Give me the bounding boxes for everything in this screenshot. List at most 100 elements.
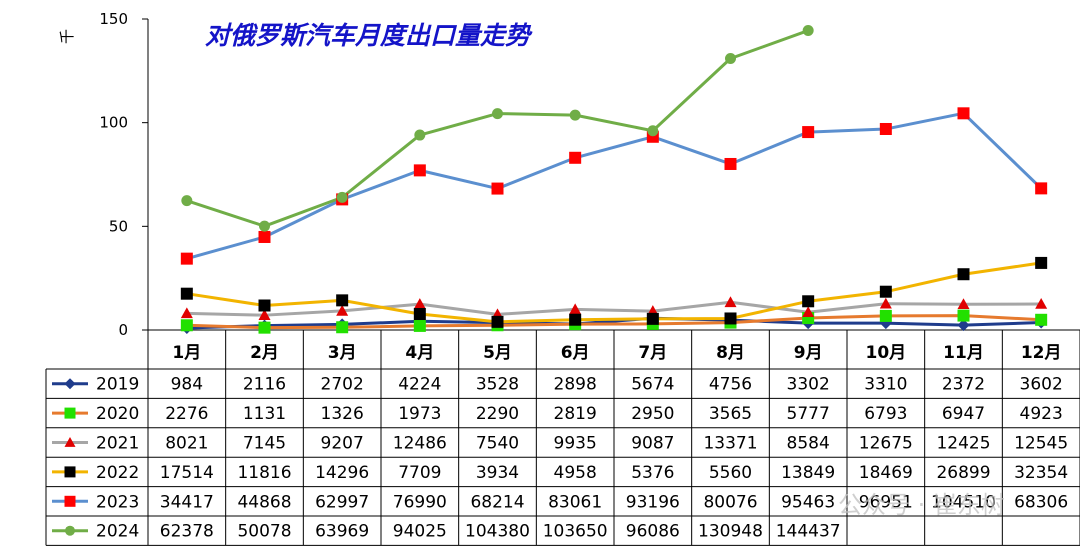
table-cell-value: 3310 [864,375,907,395]
data-point-marker [957,107,970,120]
data-point-marker [259,220,270,232]
series-line-2020 [186,314,1042,330]
table-cell-value: 2276 [165,404,208,424]
x-category-label: 2月 [250,343,279,363]
legend-label: 2020 [96,404,139,424]
data-point-marker [724,312,737,325]
table-cell-value: 14296 [315,463,369,483]
x-category-label: 5月 [483,343,512,363]
y-tick-label: 0 [118,321,128,339]
table-cell-value: 17514 [160,463,214,483]
data-point-marker [64,378,76,390]
series-markers [180,25,1048,334]
data-point-marker [180,319,193,332]
table-cell-value: 9087 [631,434,674,454]
table-cell-value: 7540 [476,434,519,454]
table-cell-value: 3602 [1020,375,1063,395]
data-point-marker [957,298,970,310]
data-point-marker [64,466,76,478]
x-category-label: 7月 [638,343,667,363]
table-cell-value: 1326 [321,404,364,424]
x-category-label: 12月 [1021,343,1062,363]
data-point-marker [491,315,504,328]
table-cell-value: 68306 [1014,492,1068,512]
data-point-marker [569,313,582,326]
table-cell-value: 5777 [787,404,830,424]
data-point-marker [413,298,426,309]
table-cell-value: 63969 [315,522,369,542]
data-point-marker [725,53,736,65]
table-cell-value: 50078 [237,522,291,542]
series-line-2021 [186,300,1042,317]
data-point-marker [1035,313,1048,326]
table-cell-value: 3302 [787,375,830,395]
table-cell-value: 4756 [709,375,752,395]
table-cell-value: 13849 [781,463,835,483]
legend-label: 2021 [96,434,139,454]
table-cell-value: 6793 [864,404,907,424]
table-cell-value: 18469 [859,463,913,483]
table-cell-value: 8021 [165,434,208,454]
table-cell-value: 5674 [631,375,674,395]
table-cell-value: 94025 [393,522,447,542]
data-point-marker [413,319,426,332]
table-cell-value: 6947 [942,404,985,424]
table-cell-value: 2950 [631,404,674,424]
data-point-marker [336,304,349,316]
series-line-2019 [186,316,1042,330]
series-line-2023 [186,111,1043,261]
table-cell-value: 104380 [465,522,530,542]
data-point-marker [492,108,503,120]
table-cell-value: 96086 [626,522,680,542]
table-cell-value: 7709 [398,463,441,483]
table-cell-value: 80076 [703,492,757,512]
series-line-2024 [186,29,809,228]
data-point-marker [1035,182,1048,195]
table-cell-value: 12425 [936,434,990,454]
data-table: 1月 2月 3月 4月 5月 6月 7月 8月 9月 10月 11月 12月 2019 984 2116 27… [52,343,1068,542]
data-point-marker [647,125,659,137]
data-point-marker [64,437,76,447]
table-cell-value: 3565 [709,404,752,424]
data-point-marker [724,296,737,308]
table-cell-value: 9207 [321,434,364,454]
table-cell-value: 1131 [243,404,286,424]
data-point-marker [802,295,815,308]
table-cell-value: 32354 [1014,463,1068,483]
data-point-marker [569,303,582,315]
table-cell-value: 11816 [237,463,291,483]
data-point-marker [181,195,193,207]
data-point-marker [491,182,504,195]
table-cell-value: 34417 [160,492,214,512]
table-cell-value: 3934 [476,463,519,483]
table-cell-value: 12486 [393,434,447,454]
table-cell-value: 2290 [476,404,519,424]
data-point-marker [879,285,892,298]
table-cell-value: 68214 [470,492,524,512]
table-cell-value: 26899 [936,463,990,483]
table-cell-value: 2372 [942,375,985,395]
chart-title: 对俄罗斯汽车月度出口量走势 [205,21,533,50]
table-cell-value: 76990 [393,492,447,512]
table-cell-value: 5560 [709,463,752,483]
data-point-marker [258,321,271,334]
data-point-marker [1035,256,1048,269]
data-point-marker [957,309,970,322]
data-point-marker [569,151,582,164]
series-line-2022 [186,261,1042,324]
table-cell-value: 4958 [554,463,597,483]
x-category-label: 1月 [172,343,201,363]
table-cell-value: 13371 [703,434,757,454]
table-cell-value: 44868 [237,492,291,512]
x-category-label: 9月 [794,343,823,363]
data-point-marker [646,312,659,325]
x-category-label: 6月 [561,343,590,363]
table-cell-value: 12545 [1014,434,1068,454]
data-point-marker [413,308,426,321]
data-point-marker [724,157,737,170]
table-cell-value: 12675 [859,434,913,454]
table-cell-value: 2819 [554,404,597,424]
data-point-marker [879,309,892,322]
data-point-marker [336,191,348,203]
